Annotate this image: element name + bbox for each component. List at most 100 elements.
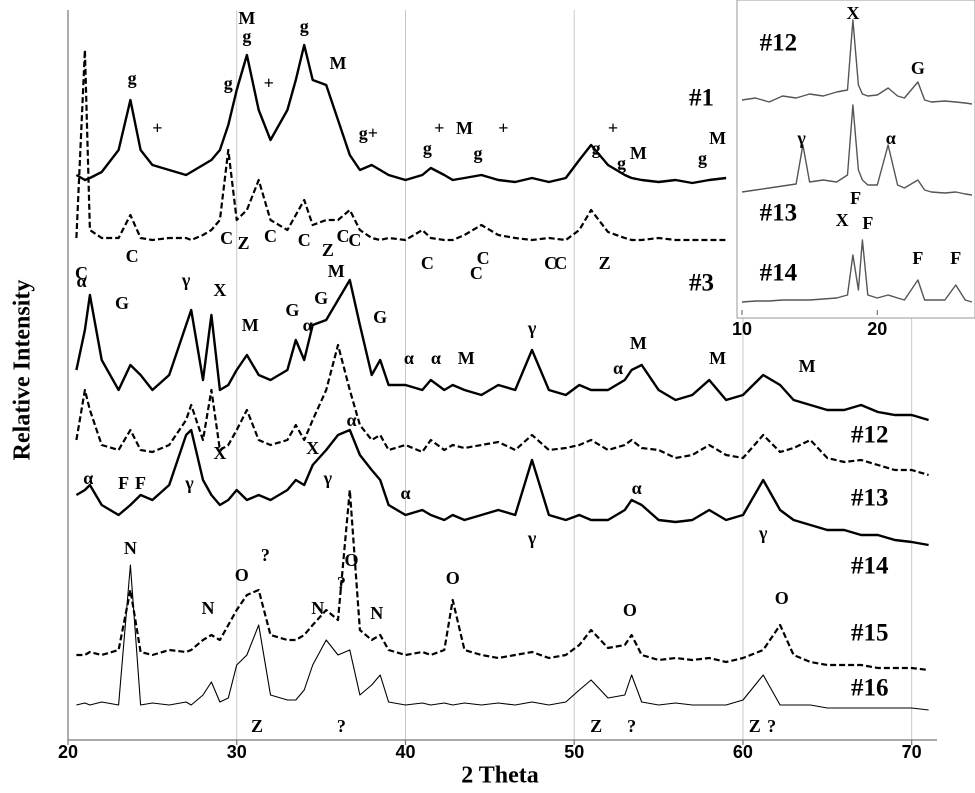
peak-label: g: [128, 68, 137, 88]
peak-label: +: [152, 118, 162, 138]
peak-label: α: [400, 483, 410, 503]
peak-label: ?: [337, 573, 346, 593]
x-tick-label: 30: [227, 742, 247, 762]
peak-label: M: [242, 315, 259, 335]
peak-label: N: [370, 603, 383, 623]
sample-label: #15: [851, 620, 889, 647]
pattern-line: [741, 19, 973, 105]
peak-label: γ: [796, 128, 806, 148]
sample-label: #1: [689, 85, 714, 112]
peak-label: C: [126, 246, 139, 266]
peak-label: X: [306, 438, 319, 458]
pattern-line: [76, 564, 929, 711]
sample-label: #12: [851, 422, 889, 449]
peak-label: γ: [181, 270, 191, 290]
peak-label: γ: [323, 468, 333, 488]
pattern-line: [75, 48, 727, 242]
pattern-line: [76, 488, 929, 672]
pattern-line: [741, 239, 973, 303]
peak-label: +: [264, 73, 274, 93]
peak-label: g: [242, 26, 251, 46]
peak-label: M: [630, 143, 647, 163]
peak-label: O: [235, 565, 249, 585]
peak-label: α: [613, 358, 623, 378]
peak-label: +: [498, 118, 508, 138]
pattern-line: [741, 104, 973, 196]
peak-label: F: [862, 213, 873, 233]
peak-label: Z: [322, 240, 334, 260]
x-tick-label: 60: [733, 742, 753, 762]
peak-label: M: [456, 118, 473, 138]
peak-label: α: [76, 271, 86, 291]
peak-label: γ: [184, 473, 194, 493]
peak-label: G: [314, 288, 328, 308]
peak-label: α: [404, 348, 414, 368]
peak-label: F: [950, 248, 961, 268]
peak-label: g: [224, 73, 233, 93]
peak-label: g: [592, 138, 601, 158]
peak-label: O: [446, 568, 460, 588]
peak-label: α: [303, 315, 313, 335]
peak-label: +: [608, 118, 618, 138]
peak-label: N: [124, 538, 137, 558]
peak-label: M: [709, 348, 726, 368]
peak-label: M: [329, 53, 346, 73]
peak-label: G: [373, 307, 387, 327]
x-tick-label: 40: [395, 742, 415, 762]
sample-label: #13: [851, 485, 889, 512]
peak-label: g: [617, 153, 626, 173]
pattern-line: [75, 343, 929, 477]
peak-label: ?: [337, 716, 346, 736]
x-tick-label: 50: [564, 742, 584, 762]
peak-label: G: [115, 293, 129, 313]
peak-label: ?: [261, 545, 270, 565]
peak-label: O: [623, 600, 637, 620]
x-tick-label: 20: [58, 742, 78, 762]
sample-label: #16: [851, 675, 889, 702]
peak-label: C: [75, 263, 88, 283]
peak-label: M: [709, 128, 726, 148]
sample-label: #3: [689, 270, 714, 297]
peak-label: α: [346, 410, 356, 430]
peak-label: γ: [758, 523, 768, 543]
sample-label: #12: [760, 30, 798, 57]
peak-label: α: [632, 478, 642, 498]
peak-label: O: [344, 550, 358, 570]
peak-label: G: [911, 58, 925, 78]
peak-label: Z: [237, 233, 249, 253]
x-tick-label: 20: [867, 319, 887, 339]
peak-label: ?: [627, 716, 636, 736]
peak-label: g+: [359, 123, 378, 143]
peak-label: N: [202, 598, 215, 618]
pattern-line: [75, 43, 727, 185]
peak-label: C: [554, 253, 567, 273]
x-tick-label: 70: [902, 742, 922, 762]
peak-label: Z: [749, 716, 761, 736]
peak-label: N: [311, 598, 324, 618]
peak-label: C: [220, 228, 233, 248]
peak-label: F: [118, 473, 129, 493]
x-tick-label: 10: [732, 319, 752, 339]
peak-label: G: [285, 300, 299, 320]
pattern-line: [75, 278, 929, 422]
peak-label: F: [135, 473, 146, 493]
peak-label: g: [698, 148, 707, 168]
peak-label: C: [264, 226, 277, 246]
peak-label: +: [434, 118, 444, 138]
peak-label: C: [348, 230, 361, 250]
peak-label: F: [912, 248, 923, 268]
peak-label: α: [886, 128, 896, 148]
peak-label: C: [477, 248, 490, 268]
peak-label: X: [846, 3, 859, 23]
sample-label: #14: [760, 260, 798, 287]
peak-label: M: [630, 333, 647, 353]
peak-label: g: [474, 143, 483, 163]
peak-label: M: [238, 8, 255, 28]
peak-label: Z: [590, 716, 602, 736]
peak-label: ?: [767, 716, 776, 736]
peak-label: F: [850, 188, 861, 208]
peak-label: g: [300, 16, 309, 36]
peak-label: Z: [599, 253, 611, 273]
